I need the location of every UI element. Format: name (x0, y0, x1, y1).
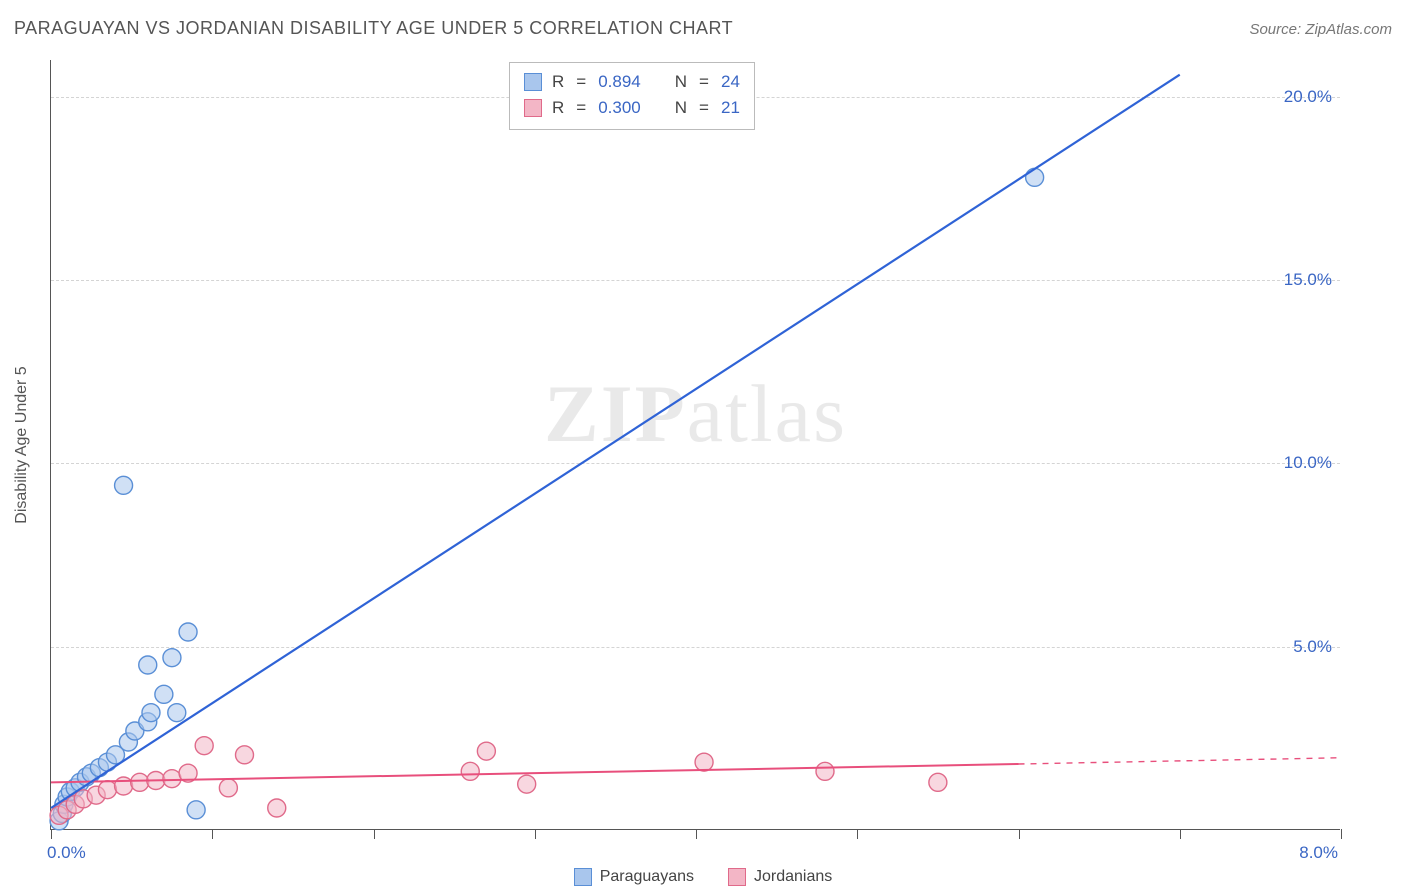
scatter-point (461, 762, 479, 780)
y-axis-label: Disability Age Under 5 (13, 366, 31, 523)
x-tick (696, 829, 697, 839)
legend-bottom: Paraguayans Jordanians (0, 868, 1406, 886)
legend-label-b: Jordanians (754, 868, 832, 886)
scatter-point (187, 801, 205, 819)
chart-svg (51, 60, 1340, 829)
stats-r-value: 0.894 (598, 69, 641, 95)
scatter-point (1026, 168, 1044, 186)
plot-area: ZIPatlas R=0.894N=24R=0.300N=21 5.0%10.0… (50, 60, 1340, 830)
stats-n-label: N (675, 95, 687, 121)
chart-source: Source: ZipAtlas.com (1249, 21, 1392, 38)
x-tick (857, 829, 858, 839)
scatter-point (219, 779, 237, 797)
stats-swatch (524, 73, 542, 91)
legend-item-a: Paraguayans (574, 868, 694, 886)
scatter-point (142, 704, 160, 722)
legend-swatch-b (728, 868, 746, 886)
stats-r-label: R (552, 95, 564, 121)
scatter-point (477, 742, 495, 760)
trend-line-dashed (1019, 758, 1342, 764)
scatter-point (131, 773, 149, 791)
stats-n-label: N (675, 69, 687, 95)
scatter-point (98, 781, 116, 799)
stats-n-value: 21 (721, 95, 740, 121)
scatter-point (139, 656, 157, 674)
x-tick-label-left: 0.0% (47, 843, 86, 863)
scatter-point (695, 753, 713, 771)
y-tick-label: 5.0% (1293, 637, 1332, 657)
y-tick-label: 10.0% (1284, 453, 1332, 473)
trend-line (51, 75, 1180, 808)
scatter-point (268, 799, 286, 817)
title-bar: PARAGUAYAN VS JORDANIAN DISABILITY AGE U… (14, 18, 1392, 39)
stats-legend-box: R=0.894N=24R=0.300N=21 (509, 62, 755, 130)
scatter-point (115, 777, 133, 795)
scatter-point (168, 704, 186, 722)
scatter-point (163, 770, 181, 788)
x-tick (535, 829, 536, 839)
x-tick-label-right: 8.0% (1299, 843, 1338, 863)
scatter-point (518, 775, 536, 793)
stats-row: R=0.300N=21 (524, 95, 740, 121)
stats-r-value: 0.300 (598, 95, 641, 121)
x-tick (51, 829, 52, 839)
scatter-point (195, 737, 213, 755)
x-tick (212, 829, 213, 839)
x-tick (374, 829, 375, 839)
stats-row: R=0.894N=24 (524, 69, 740, 95)
scatter-point (115, 476, 133, 494)
stats-swatch (524, 99, 542, 117)
legend-label-a: Paraguayans (600, 868, 694, 886)
legend-swatch-a (574, 868, 592, 886)
x-tick (1341, 829, 1342, 839)
stats-n-value: 24 (721, 69, 740, 95)
scatter-point (929, 773, 947, 791)
y-tick-label: 15.0% (1284, 270, 1332, 290)
scatter-point (155, 685, 173, 703)
x-tick (1180, 829, 1181, 839)
chart-title: PARAGUAYAN VS JORDANIAN DISABILITY AGE U… (14, 18, 733, 39)
y-tick-label: 20.0% (1284, 87, 1332, 107)
scatter-point (816, 762, 834, 780)
scatter-point (163, 649, 181, 667)
stats-r-label: R (552, 69, 564, 95)
scatter-point (236, 746, 254, 764)
scatter-point (179, 623, 197, 641)
x-tick (1019, 829, 1020, 839)
chart-container: PARAGUAYAN VS JORDANIAN DISABILITY AGE U… (0, 0, 1406, 892)
legend-item-b: Jordanians (728, 868, 832, 886)
